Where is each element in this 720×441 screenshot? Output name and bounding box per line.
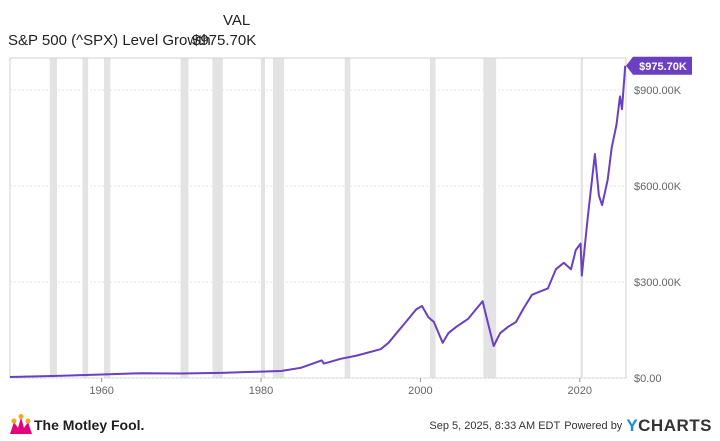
timestamp-text: Sep 5, 2025, 8:33 AM EDT	[429, 420, 561, 432]
legend-series-name[interactable]: S&P 500 (^SPX) Level Growth	[8, 32, 211, 49]
series-line-layer[interactable]	[9, 65, 627, 378]
recession-band-2	[104, 58, 111, 378]
ycharts-logo[interactable]: YCHARTS	[626, 416, 712, 436]
series-line-0[interactable]	[9, 65, 627, 378]
y-axis-ticks: $0.00 $300.00K $600.00K $900.00K	[634, 85, 682, 385]
last-value-badge: $975.70K	[626, 56, 692, 75]
footer-attribution: Sep 5, 2025, 8:33 AM EDT Powered by YCHA…	[429, 416, 712, 436]
ycharts-logo-y: Y	[626, 416, 639, 435]
x-axis-ticks: 1960 1980 2000 2020	[89, 378, 592, 397]
recession-band-7	[344, 58, 351, 378]
last-value-badge-label: $975.70K	[639, 61, 687, 73]
recession-band-3	[180, 58, 189, 378]
recession-band-9	[483, 58, 497, 378]
legend-column-header: VAL	[223, 12, 251, 29]
recession-bands	[49, 58, 583, 378]
recession-band-1	[82, 58, 89, 378]
recession-band-10	[580, 58, 583, 378]
recession-band-4	[212, 58, 223, 378]
x-tick-label-3: 2020	[568, 385, 592, 397]
ycharts-logo-rest: CHARTS	[638, 416, 712, 435]
x-tick-label-0: 1960	[89, 385, 113, 397]
recession-band-8	[429, 58, 436, 378]
y-tick-label-1: $300.00K	[634, 277, 682, 289]
jester-hat-icon	[10, 414, 32, 434]
x-tick-label-1: 1980	[249, 385, 273, 397]
motley-fool-logo: The Motley Fool.	[8, 414, 144, 436]
x-tick-label-2: 2000	[408, 385, 432, 397]
y-tick-label-3: $900.00K	[634, 85, 682, 97]
y-tick-label-0: $0.00	[634, 373, 662, 385]
recession-band-6	[272, 58, 285, 378]
last-value-badge-shape	[626, 56, 692, 75]
plot-frame	[9, 57, 627, 379]
motley-fool-logo-text: The Motley Fool.	[34, 417, 145, 433]
grid-lines	[9, 57, 627, 379]
legend-series-value: $975.70K	[192, 32, 257, 49]
recession-band-5	[261, 58, 266, 378]
powered-by-text: Powered by	[564, 420, 623, 432]
recession-band-0	[49, 58, 58, 378]
y-tick-label-2: $600.00K	[634, 181, 682, 193]
